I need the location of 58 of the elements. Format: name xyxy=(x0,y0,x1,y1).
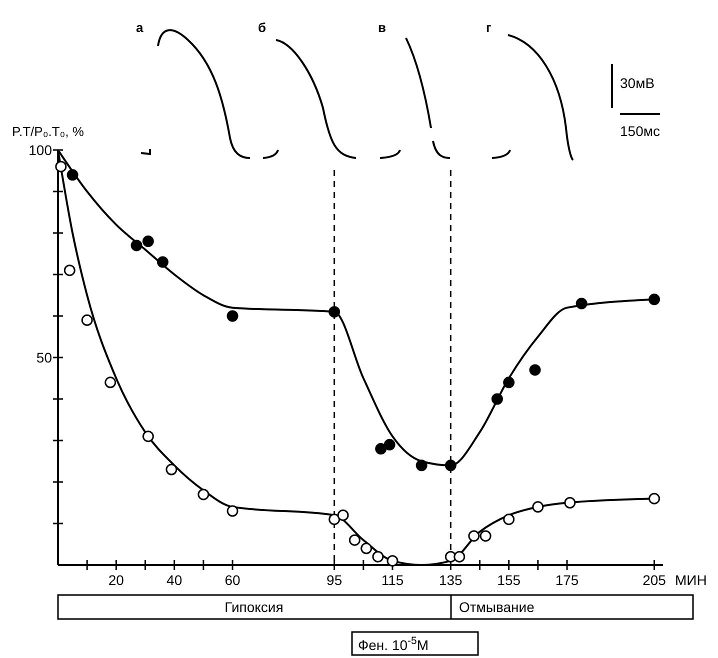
x-axis-title: МИН xyxy=(675,572,707,588)
point xyxy=(142,430,154,442)
point xyxy=(66,169,78,181)
text: 30мВ xyxy=(620,75,655,91)
text: б xyxy=(258,20,266,35)
point xyxy=(328,514,340,526)
y-tick-label: 100 xyxy=(28,142,52,158)
x-tick-label: 205 xyxy=(642,572,666,588)
text: Отмывание xyxy=(459,599,535,615)
y-tick-label: 50 xyxy=(36,350,52,366)
point xyxy=(166,464,178,476)
point xyxy=(375,443,387,455)
point xyxy=(532,501,544,513)
point xyxy=(130,240,142,252)
point xyxy=(64,264,76,276)
x-tick-label: 175 xyxy=(555,572,579,588)
point xyxy=(81,314,93,326)
point xyxy=(198,488,210,500)
point xyxy=(480,530,492,542)
point xyxy=(444,460,456,472)
point xyxy=(156,256,168,268)
point xyxy=(337,509,349,521)
point xyxy=(348,534,360,546)
point xyxy=(328,306,340,318)
text: г xyxy=(486,20,492,35)
point xyxy=(226,505,238,517)
point xyxy=(454,550,466,562)
point xyxy=(386,555,398,567)
point xyxy=(503,376,515,388)
point xyxy=(576,298,588,310)
text: в xyxy=(378,20,386,35)
x-tick-label: 95 xyxy=(326,572,342,588)
x-tick-label: 40 xyxy=(166,572,182,588)
point xyxy=(648,492,660,504)
text: Фен. 10$^{-5}$М xyxy=(358,635,429,653)
x-tick-label: 135 xyxy=(438,572,463,588)
point xyxy=(142,236,154,248)
x-tick-label: 155 xyxy=(497,572,521,588)
point xyxy=(529,364,541,376)
point xyxy=(55,160,67,172)
point xyxy=(564,497,576,508)
point xyxy=(648,294,660,306)
y-axis-title: P.T/P₀.T₀, % xyxy=(12,124,84,139)
x-tick-label: 115 xyxy=(381,572,404,588)
x-tick-label: 20 xyxy=(108,572,124,588)
point xyxy=(491,393,503,405)
point xyxy=(104,376,116,388)
text: 150мс xyxy=(620,123,660,139)
text: а xyxy=(136,20,144,35)
point xyxy=(226,310,238,322)
point xyxy=(372,550,384,562)
text: Гипоксия xyxy=(224,599,284,615)
point xyxy=(360,542,372,554)
point xyxy=(503,514,515,526)
x-tick-label: 60 xyxy=(224,572,241,588)
point xyxy=(468,530,480,542)
point xyxy=(384,438,396,450)
point xyxy=(416,460,428,472)
